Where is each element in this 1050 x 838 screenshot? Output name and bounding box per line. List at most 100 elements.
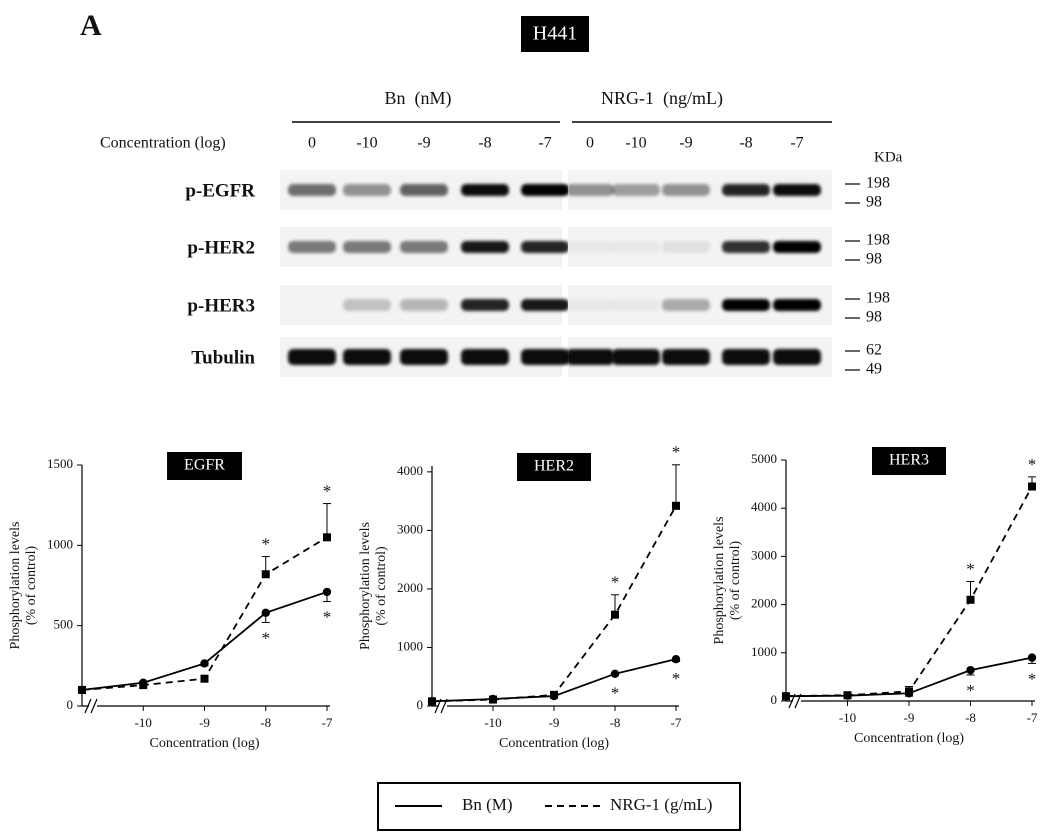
lane-label: -10 — [625, 135, 646, 152]
blot-band — [343, 184, 391, 196]
chart-title: EGFR — [184, 457, 225, 474]
blot-band — [521, 349, 569, 365]
blot-band — [400, 184, 448, 196]
lane-label: -9 — [679, 135, 692, 152]
y-tick-label: 3000 — [751, 547, 777, 562]
lane-label: -8 — [478, 135, 491, 152]
blot-band — [566, 184, 614, 196]
x-tick-label: -7 — [671, 715, 682, 730]
marker-label: 198 — [866, 175, 890, 192]
blot-band — [343, 241, 391, 253]
point — [78, 685, 86, 694]
point — [323, 533, 331, 542]
x-tick-label: -8 — [610, 715, 621, 730]
y-tick-label: 5000 — [751, 451, 777, 466]
row-label: Tubulin — [191, 347, 255, 368]
blot-band — [400, 241, 448, 253]
point — [261, 608, 270, 618]
lane-label: -10 — [356, 135, 377, 152]
significance: * — [672, 443, 681, 462]
blot-band — [662, 241, 710, 253]
y-tick-label: 4000 — [751, 499, 777, 514]
point — [672, 501, 680, 510]
x-tick-label: -10 — [135, 715, 152, 730]
cell-line: H441 — [533, 23, 577, 45]
axis-break — [84, 698, 92, 714]
significance: * — [611, 684, 620, 703]
significance: * — [672, 669, 681, 688]
point — [489, 695, 497, 704]
point — [1027, 653, 1037, 662]
point — [966, 665, 975, 675]
blot-band — [566, 299, 614, 311]
blot-band — [612, 241, 660, 253]
y-tick-label: 1000 — [751, 644, 777, 659]
panel-label: A — [80, 9, 102, 42]
x-axis-label: Concentration (log) — [499, 736, 609, 751]
chart-title-box — [517, 453, 591, 481]
lane-label: -9 — [417, 135, 430, 152]
chart-title-box — [167, 452, 242, 480]
significance: * — [1028, 669, 1037, 688]
x-tick-label: -8 — [260, 715, 271, 730]
blot-band — [566, 241, 614, 253]
x-tick-label: -9 — [904, 710, 915, 725]
significance: * — [262, 628, 271, 647]
point — [966, 595, 975, 604]
marker-label: 98 — [866, 194, 882, 211]
x-tick-label: -9 — [549, 715, 560, 730]
marker-label: 98 — [866, 309, 882, 326]
blot-band — [773, 299, 821, 311]
blot-band — [773, 349, 821, 365]
lane-label: -7 — [790, 135, 803, 152]
blot-band — [612, 184, 660, 196]
blot-band — [722, 241, 770, 253]
blot-band — [773, 184, 821, 196]
point — [139, 681, 148, 690]
point — [1028, 482, 1036, 491]
concentration-label: Concentration (log) — [100, 135, 226, 152]
significance: * — [966, 681, 975, 700]
blot-band — [521, 299, 569, 311]
point — [200, 674, 209, 683]
blot-band — [722, 299, 770, 311]
x-axis-label: Concentration (log) — [854, 731, 964, 746]
y-axis-label: Phosphorylation levels — [712, 517, 727, 645]
significance: * — [323, 607, 332, 626]
axis-break-gap — [439, 703, 447, 709]
y-axis-label: (% of control) — [24, 546, 39, 626]
point — [610, 669, 620, 679]
y-tick-label: 500 — [54, 617, 74, 632]
blot-band — [400, 299, 448, 311]
y-tick-label: 1000 — [397, 638, 423, 653]
marker-label: 98 — [866, 251, 882, 268]
axis-break — [90, 698, 98, 714]
y-tick-label: 3000 — [397, 521, 423, 536]
axis-break-gap — [89, 703, 97, 709]
point — [428, 697, 436, 706]
blot-band — [722, 184, 770, 196]
x-tick-label: -7 — [322, 715, 333, 730]
y-axis-label: (% of control) — [728, 541, 743, 621]
point — [843, 691, 852, 700]
group-label: Bn (nM) — [385, 88, 452, 109]
y-tick-label: 0 — [417, 697, 424, 712]
blot-band — [612, 299, 660, 311]
significance: * — [966, 559, 975, 578]
marker-label: 49 — [866, 361, 882, 378]
blot-band — [612, 349, 660, 365]
point — [261, 570, 270, 579]
y-tick-label: 2000 — [397, 580, 423, 595]
blot-band — [722, 349, 770, 365]
blot-band — [288, 349, 336, 365]
chart-title-box — [872, 447, 946, 475]
point — [322, 587, 332, 597]
group-label: NRG-1 (ng/mL) — [601, 88, 723, 109]
blot-band — [461, 299, 509, 311]
y-tick-label: 0 — [67, 697, 74, 712]
point — [550, 690, 558, 699]
x-tick-label: -10 — [484, 715, 501, 730]
point — [200, 659, 209, 668]
blot-band — [461, 349, 509, 365]
